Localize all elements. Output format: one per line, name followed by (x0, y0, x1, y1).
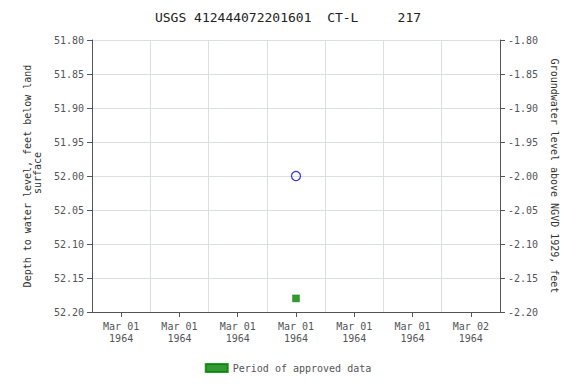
svg-text:Mar 01: Mar 01 (103, 321, 139, 332)
svg-text:Mar 01: Mar 01 (220, 321, 256, 332)
svg-text:52.20: 52.20 (54, 307, 84, 318)
svg-text:1964: 1964 (342, 333, 366, 344)
svg-text:52.10: 52.10 (54, 239, 84, 250)
svg-text:1964: 1964 (284, 333, 308, 344)
svg-text:1964: 1964 (167, 333, 191, 344)
svg-text:51.85: 51.85 (54, 69, 84, 80)
svg-text:52.05: 52.05 (54, 205, 84, 216)
svg-text:Mar 01: Mar 01 (161, 321, 197, 332)
svg-text:51.80: 51.80 (54, 35, 84, 46)
svg-text:-2.10: -2.10 (508, 239, 538, 250)
svg-text:52.15: 52.15 (54, 273, 84, 284)
svg-text:Mar 02: Mar 02 (453, 321, 489, 332)
svg-text:-1.80: -1.80 (508, 35, 538, 46)
svg-text:surface: surface (32, 152, 43, 200)
svg-text:52.00: 52.00 (54, 171, 84, 182)
svg-text:1964: 1964 (459, 333, 483, 344)
svg-text:Depth to water level, feet bel: Depth to water level, feet below land (22, 64, 34, 288)
svg-text:Mar 01: Mar 01 (395, 321, 431, 332)
svg-text:-1.95: -1.95 (508, 137, 538, 148)
svg-text:1964: 1964 (226, 333, 250, 344)
svg-text:USGS 412444072201601 CT-L: USGS 412444072201601 CT-L 217 (155, 10, 421, 25)
svg-text:Mar 01: Mar 01 (336, 321, 372, 332)
svg-text:1964: 1964 (401, 333, 425, 344)
svg-text:Groundwater level above NGVD 1: Groundwater level above NGVD 1929, feet (549, 59, 560, 294)
svg-text:1964: 1964 (109, 333, 133, 344)
svg-text:Mar 01: Mar 01 (278, 321, 314, 332)
svg-text:-1.90: -1.90 (508, 103, 538, 114)
svg-text:51.95: 51.95 (54, 137, 84, 148)
svg-text:-2.00: -2.00 (508, 171, 538, 182)
svg-text:-2.20: -2.20 (508, 307, 538, 318)
svg-text:Period of approved data: Period of approved data (233, 363, 371, 374)
svg-text:-2.05: -2.05 (508, 205, 538, 216)
svg-text:51.90: 51.90 (54, 103, 84, 114)
svg-text:-1.85: -1.85 (508, 69, 538, 80)
svg-text:-2.15: -2.15 (508, 273, 538, 284)
